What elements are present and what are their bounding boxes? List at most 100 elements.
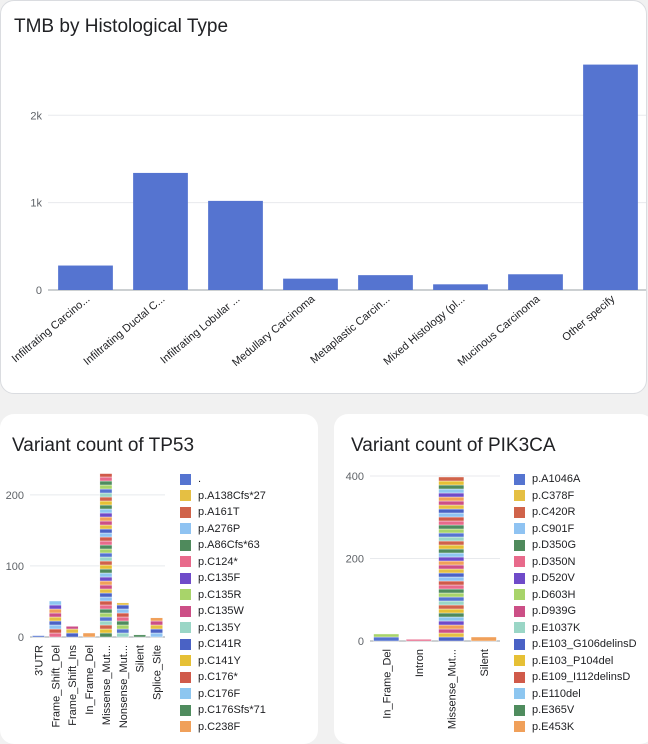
legend-item: p.C420R — [514, 504, 637, 521]
y-tick-label: 200 — [346, 554, 364, 566]
legend-label: p.D603H — [532, 588, 576, 601]
tp53-card: Variant count of TP53 0 100 200 3'UTR Frame_… — [0, 414, 318, 744]
bar — [433, 284, 488, 290]
legend-item: p.C176Sfs*71 — [180, 702, 266, 719]
bar-segment — [99, 488, 113, 494]
bar-segment — [438, 500, 465, 506]
bar-segment — [99, 628, 113, 634]
bar-segment — [470, 636, 497, 642]
legend-item: p.A276P — [180, 521, 266, 538]
bar-segment — [99, 532, 113, 538]
bar-segment — [438, 612, 465, 618]
bar-segment — [438, 524, 465, 530]
legend-label: p.E103_P104del — [532, 654, 614, 667]
bar-segment — [49, 620, 62, 626]
bar — [133, 172, 188, 290]
x-tick-label: In_Frame_Del — [381, 649, 393, 719]
bar-segment — [116, 604, 130, 610]
legend-label: p.D350N — [532, 555, 576, 568]
x-tick-label: Infiltrating Lobular ... — [158, 293, 242, 366]
bar-segment — [438, 488, 465, 494]
bar-segment — [438, 560, 465, 566]
bar-segment — [99, 548, 113, 554]
chart-legend: . p.A138Cfs*27 p.A161T p.A276P p.A86Cfs*63 p.… — [180, 471, 266, 735]
bar-segment — [438, 512, 465, 518]
legend-label: p.D520V — [532, 572, 575, 585]
y-tick-label: 0 — [358, 636, 364, 648]
bar-segment — [438, 564, 465, 570]
bar-segment — [438, 476, 465, 482]
legend-swatch — [514, 605, 525, 617]
legend-item: p.D520V — [514, 570, 637, 587]
bar-segment — [438, 592, 465, 598]
legend-label: . — [198, 473, 202, 486]
x-tick-label: Silent — [135, 645, 147, 673]
bar-segment — [99, 612, 113, 618]
legend-item: p.C141Y — [180, 653, 266, 670]
legend-label: p.D939G — [532, 605, 577, 618]
legend-item: p.E365V — [514, 702, 637, 719]
bar-segment — [438, 548, 465, 554]
legend-swatch — [180, 490, 191, 502]
legend-swatch — [514, 671, 525, 683]
legend-item: p.E103_P104del — [514, 653, 637, 670]
legend-label: p.D350G — [532, 539, 577, 552]
bar — [58, 265, 113, 290]
bar-segment — [438, 596, 465, 602]
legend-label: p.E365V — [532, 704, 575, 717]
bar-segment — [99, 580, 113, 586]
bar-segment — [438, 580, 465, 586]
bar-segment — [99, 536, 113, 542]
legend-label: p.A1046A — [532, 473, 581, 486]
legend-swatch — [514, 721, 525, 733]
x-tick-label: Intron — [414, 649, 426, 677]
bar-segment — [405, 639, 432, 642]
bar-segment — [99, 624, 113, 630]
y-tick-label: 0 — [18, 632, 24, 644]
legend-label: p.C141Y — [198, 654, 241, 667]
bar-segment — [99, 524, 113, 530]
bar-segment — [438, 628, 465, 634]
bar-segment — [438, 608, 465, 614]
legend-label: p.C124* — [198, 555, 238, 568]
chart-title: Variant count of TP53 — [12, 435, 195, 456]
x-tick-label: Infiltrating Carcino... — [10, 293, 93, 365]
legend-label: p.C176Sfs*71 — [198, 704, 266, 717]
bar-segment — [82, 632, 96, 638]
bar-segment — [150, 620, 163, 626]
bar-segment — [133, 634, 146, 638]
legend-swatch — [514, 622, 525, 634]
bar-segment — [99, 556, 113, 562]
legend-item: p.A86Cfs*63 — [180, 537, 266, 554]
legend-item: p.E1037K — [514, 620, 637, 637]
bar-segment — [438, 588, 465, 594]
legend-swatch — [180, 572, 191, 584]
legend-item: p.C135R — [180, 587, 266, 604]
bar-segment — [116, 628, 130, 634]
legend-item: p.C176* — [180, 669, 266, 686]
bar-segment — [373, 636, 400, 642]
bar-segment — [32, 635, 45, 638]
y-tick-label: 0 — [36, 285, 42, 297]
x-tick-label: Infiltrating Ductal C... — [82, 293, 168, 368]
legend-item: p.E103_G106delinsD — [514, 636, 637, 653]
bar-segment — [99, 600, 113, 606]
bar-segment — [99, 480, 113, 486]
bar-segment — [99, 604, 113, 610]
bar-segment — [373, 633, 400, 638]
legend-item: p.C141R — [180, 636, 266, 653]
bar-segment — [99, 544, 113, 550]
legend-swatch — [180, 473, 191, 485]
legend-item: p.D350N — [514, 554, 637, 571]
bar-segment — [438, 536, 465, 542]
bar-segment — [99, 500, 113, 506]
bar-segment — [99, 560, 113, 566]
legend-swatch — [514, 572, 525, 584]
legend-swatch — [514, 473, 525, 485]
bar-segment — [438, 572, 465, 578]
legend-item: p.C135F — [180, 570, 266, 587]
bar-segment — [116, 612, 130, 618]
bar-segment — [150, 624, 163, 630]
pik3ca-chart: 0 200 400 In_Frame_Del Intron Missense_Mut...… — [346, 471, 500, 729]
